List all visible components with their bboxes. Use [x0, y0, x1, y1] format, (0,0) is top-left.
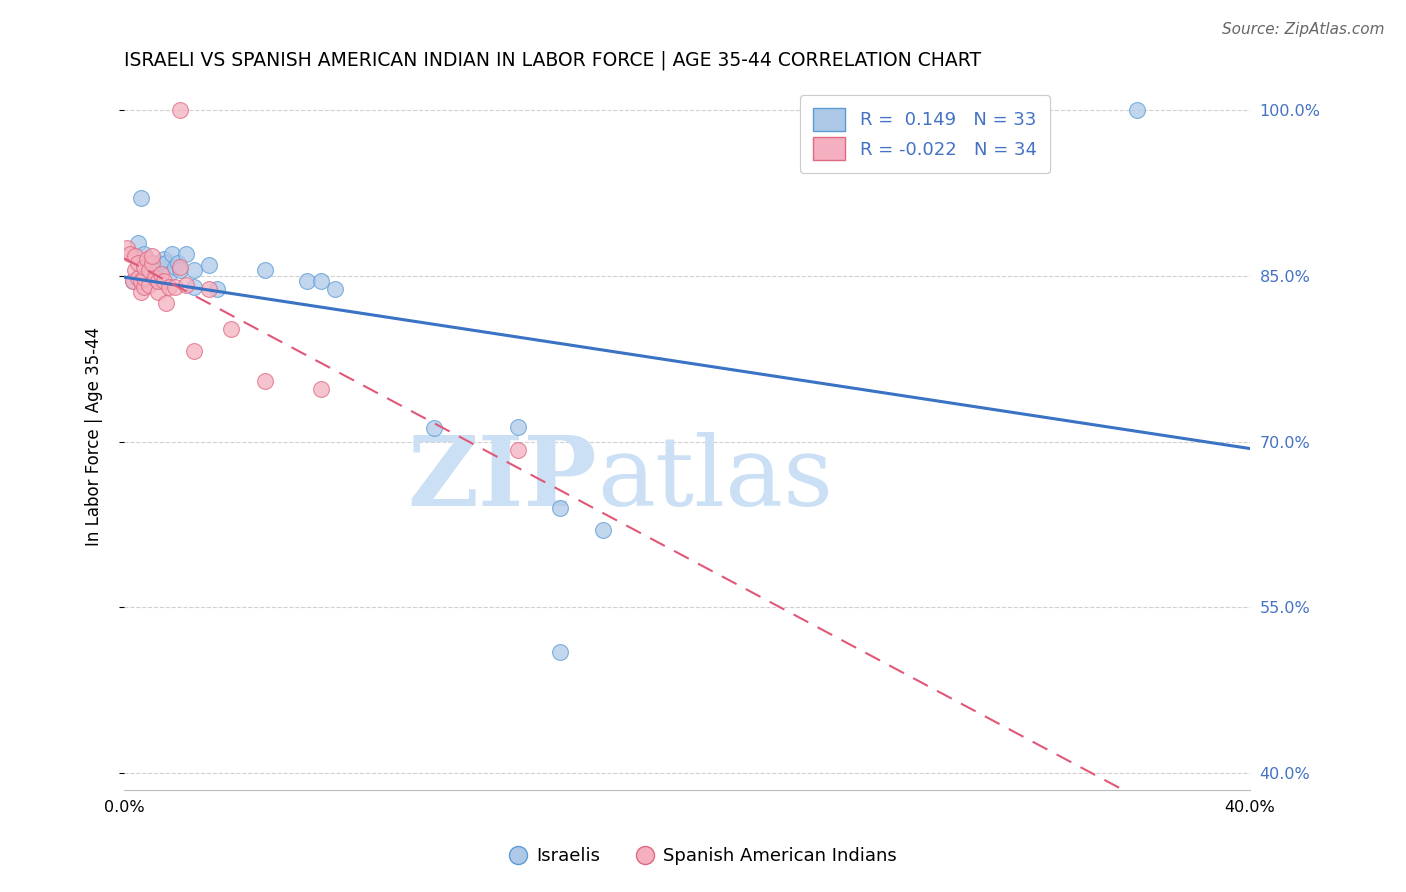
Point [1126, 103, 1149, 117]
Text: ISRAELI VS SPANISH AMERICAN INDIAN IN LABOR FORCE | AGE 35-44 CORRELATION CHART: ISRAELI VS SPANISH AMERICAN INDIAN IN LA… [124, 51, 981, 70]
Point [143, 274, 166, 288]
Point [323, 282, 346, 296]
Point [169, 263, 191, 277]
Point [141, 249, 163, 263]
Point [127, 235, 149, 250]
Point [127, 255, 149, 269]
Point [152, 252, 174, 267]
Point [141, 260, 163, 274]
Point [146, 274, 169, 288]
Point [132, 280, 155, 294]
Point [121, 274, 143, 288]
Point [127, 271, 149, 285]
Point [135, 261, 157, 276]
Point [295, 274, 318, 288]
Point [132, 271, 155, 285]
Point [422, 421, 444, 435]
Point [174, 277, 197, 292]
Point [141, 263, 163, 277]
Point [163, 280, 186, 294]
Point [205, 282, 228, 296]
Point [166, 255, 188, 269]
Point [157, 267, 180, 281]
Point [550, 645, 572, 659]
Point [146, 285, 169, 300]
Point [135, 252, 157, 267]
Point [592, 523, 614, 537]
Text: Source: ZipAtlas.com: Source: ZipAtlas.com [1222, 22, 1385, 37]
Point [138, 277, 160, 292]
Point [309, 274, 332, 288]
Point [163, 260, 186, 274]
Point [253, 374, 276, 388]
Point [146, 255, 169, 269]
Point [129, 191, 152, 205]
Point [115, 241, 138, 255]
Point [157, 280, 180, 294]
Text: ZIP: ZIP [408, 432, 598, 525]
Point [149, 267, 172, 281]
Point [183, 263, 205, 277]
Point [129, 274, 152, 288]
Point [149, 274, 172, 288]
Point [183, 280, 205, 294]
Point [121, 274, 143, 288]
Point [124, 263, 146, 277]
Point [132, 260, 155, 274]
Point [143, 271, 166, 285]
Point [508, 443, 530, 458]
Point [508, 420, 530, 434]
Point [124, 249, 146, 263]
Point [138, 268, 160, 283]
Point [550, 500, 572, 515]
Legend: Israelis, Spanish American Indians: Israelis, Spanish American Indians [502, 840, 904, 872]
Point [197, 282, 219, 296]
Point [118, 246, 141, 260]
Point [155, 296, 177, 310]
Point [129, 285, 152, 300]
Point [132, 246, 155, 260]
Legend: R =  0.149   N = 33, R = -0.022   N = 34: R = 0.149 N = 33, R = -0.022 N = 34 [800, 95, 1049, 173]
Point [155, 255, 177, 269]
Point [169, 260, 191, 274]
Point [253, 263, 276, 277]
Point [169, 103, 191, 117]
Point [197, 258, 219, 272]
Point [152, 274, 174, 288]
Point [141, 255, 163, 269]
Point [160, 246, 183, 260]
Point [174, 246, 197, 260]
Point [183, 343, 205, 358]
Y-axis label: In Labor Force | Age 35-44: In Labor Force | Age 35-44 [86, 326, 103, 546]
Text: atlas: atlas [598, 432, 832, 525]
Point [219, 322, 242, 336]
Point [138, 263, 160, 277]
Point [309, 382, 332, 396]
